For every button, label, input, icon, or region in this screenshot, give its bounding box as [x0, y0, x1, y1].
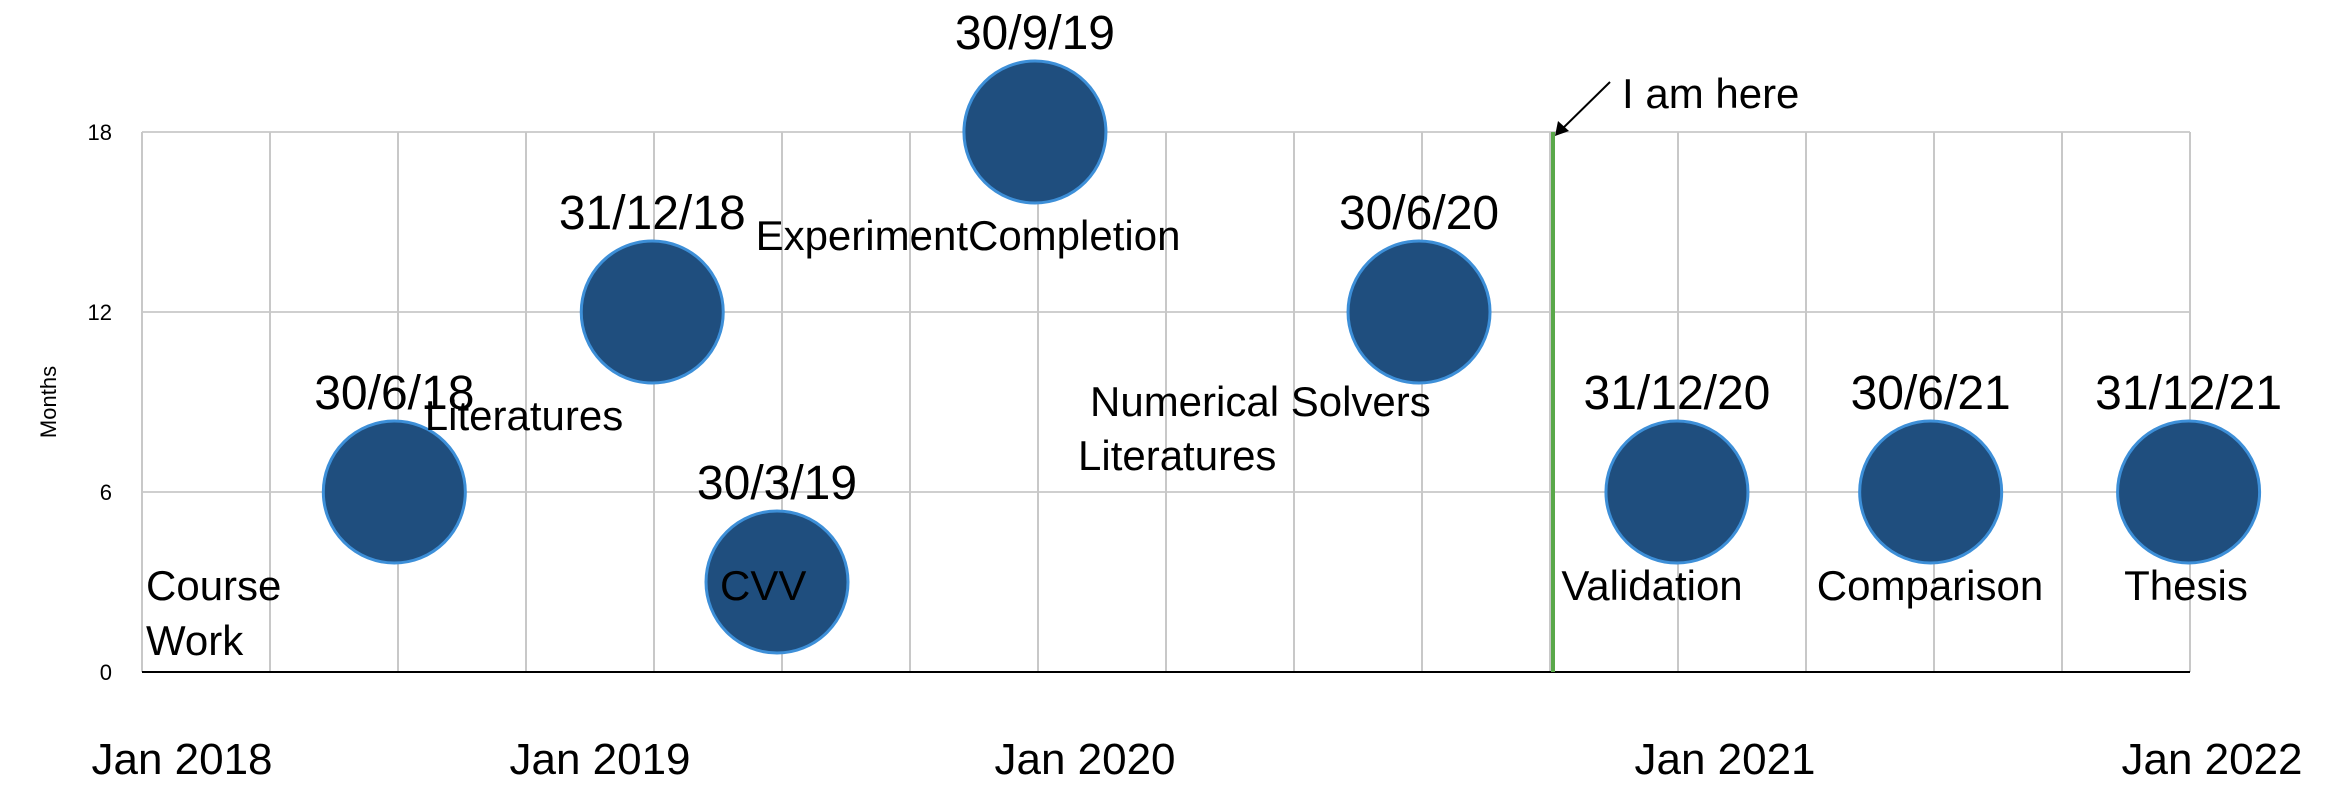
milestone-bubble	[962, 59, 1108, 205]
x-tick-label: Jan 2018	[91, 735, 272, 784]
milestone-labels: 30/6/18 31/12/18 30/3/19 30/9/19 30/6/20 31/1…	[146, 7, 2282, 664]
axes: 0 6 12 18 Jan 2018 Jan 2019 Jan 2020 Jan 2021 Ja…	[88, 120, 2303, 784]
x-tick-label: Jan 2021	[1634, 735, 1815, 784]
x-tick-label: Jan 2019	[509, 735, 690, 784]
y-tick-label: 0	[100, 660, 112, 685]
y-tick-label: 18	[88, 120, 112, 145]
milestone-bubble	[321, 419, 467, 565]
milestone-date: 30/6/20	[1339, 187, 1499, 240]
milestone-name: Numerical Solvers Literatures	[1078, 378, 1431, 479]
y-axis-label: Months	[36, 366, 61, 438]
milestone-name: Validation	[1561, 562, 1742, 609]
grid	[141, 131, 2191, 672]
now-label: I am here	[1622, 70, 1799, 117]
milestone-date: 30/6/21	[1851, 367, 2011, 420]
milestone-bubble	[704, 509, 850, 655]
now-arrow-head	[1555, 121, 1569, 136]
milestone-bubble	[1346, 239, 1492, 385]
milestone-date: 31/12/18	[559, 187, 746, 240]
milestone-date: 31/12/21	[2095, 367, 2282, 420]
milestone-bubble	[2116, 419, 2262, 565]
milestone-name: ExperimentCompletion	[756, 212, 1181, 259]
now-marker: I am here	[1551, 70, 1799, 672]
x-tick-label: Jan 2022	[2121, 735, 2302, 784]
milestone-date: 31/12/20	[1584, 367, 1771, 420]
milestone-name: CVV	[720, 562, 806, 609]
milestone-bubble	[579, 239, 725, 385]
milestone-name: Literatures	[425, 392, 623, 439]
milestone-date: 30/3/19	[697, 457, 857, 510]
milestone-name: Comparison	[1817, 562, 2043, 609]
y-tick-label: 12	[88, 300, 112, 325]
now-arrow-shaft	[1556, 81, 1611, 135]
milestones	[321, 59, 2262, 655]
x-tick-label: Jan 2020	[994, 735, 1175, 784]
milestone-bubble	[1604, 419, 1750, 565]
milestone-date: 30/6/18	[314, 367, 474, 420]
milestone-bubble	[1858, 419, 2004, 565]
milestone-name: Course Work	[146, 562, 281, 664]
milestone-date: 30/9/19	[955, 7, 1115, 60]
milestone-name: Thesis	[2124, 562, 2248, 609]
y-tick-label: 6	[100, 480, 112, 505]
